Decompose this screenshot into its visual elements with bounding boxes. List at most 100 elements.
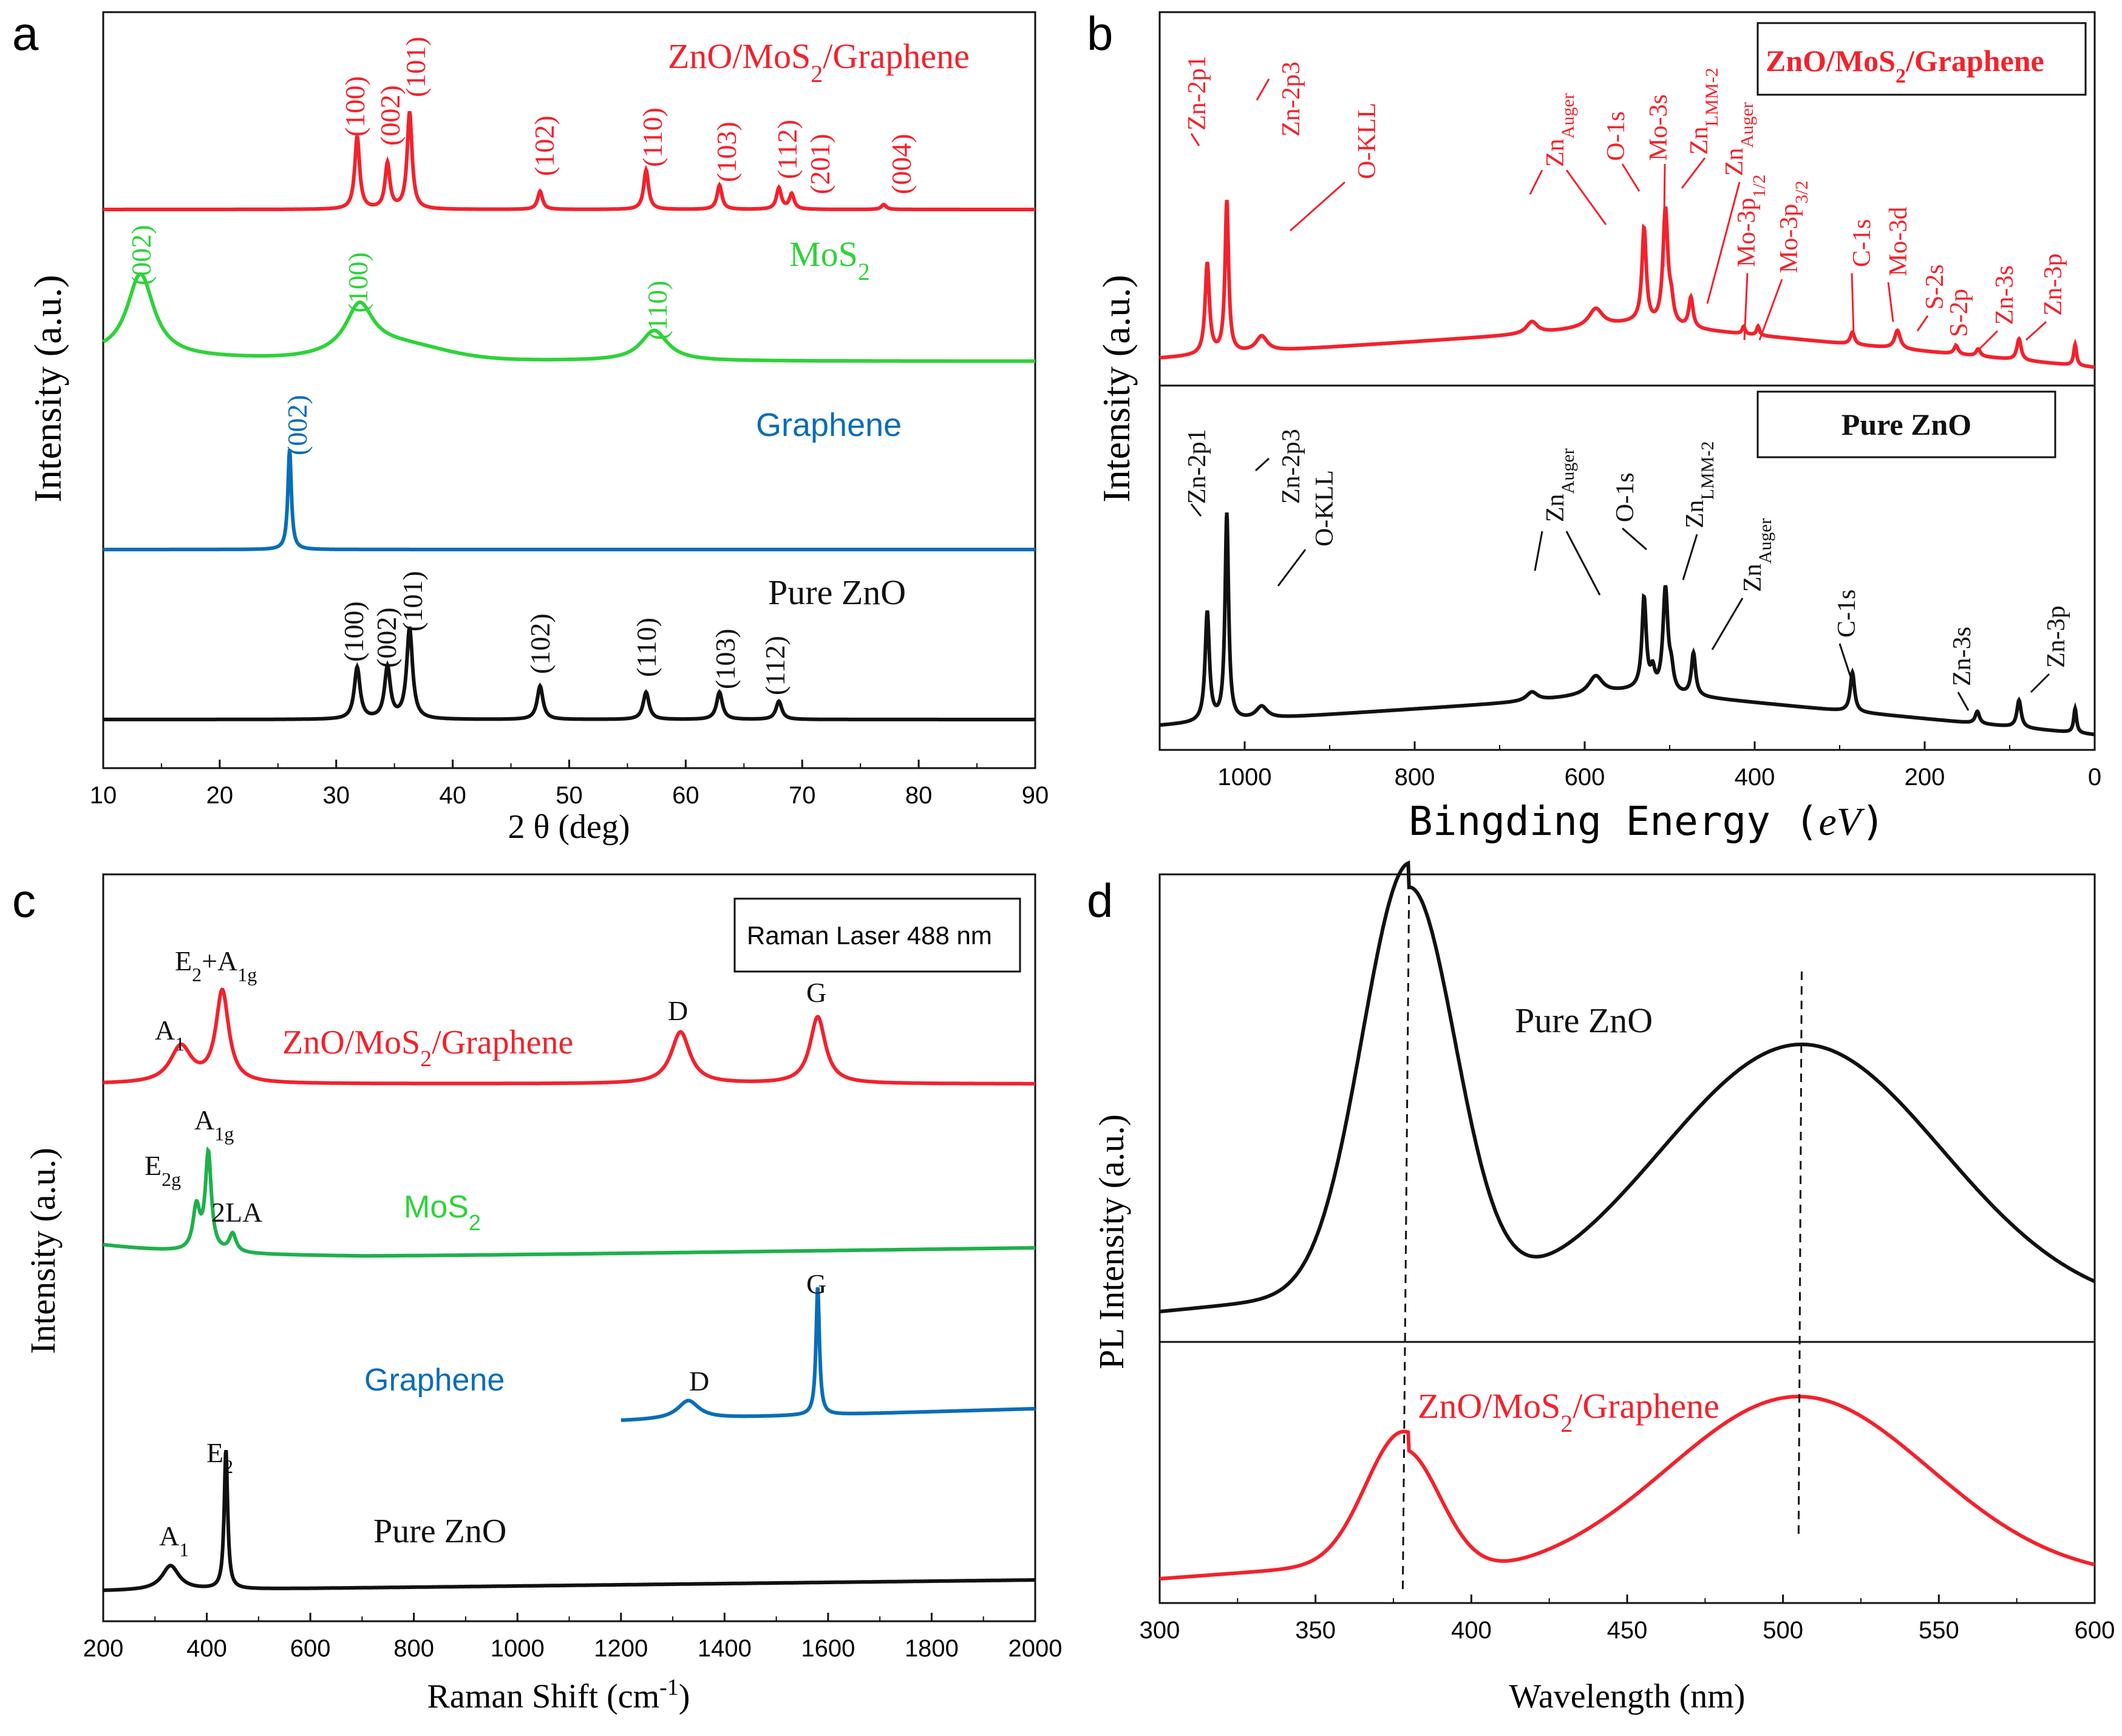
panel-b-xlabel: Bingding Energy (eV) [1409, 798, 1885, 845]
hkl-label: (110) [631, 618, 662, 677]
series-line-1 [103, 1146, 1035, 1258]
panel-c-x-ticks: 200 400 600 800 1000 1200 1400 1600 1800 2000 [83, 1613, 1063, 1662]
panel-a-name-composite: ZnO/MoS2/Graphene [668, 36, 970, 87]
panel-a-x-ticks: 10 20 30 40 50 60 70 80 90 [90, 760, 1049, 809]
panel-c-name-graphene: Graphene [364, 1363, 505, 1398]
panel-a-blue-hkl-labels: (002) [282, 395, 313, 455]
x-tick-label: 550 [1919, 1617, 1959, 1644]
leader-line [1851, 273, 1855, 335]
panel-b-legend-composite-text: ZnO/MoS2/Graphene [1766, 44, 2044, 87]
series-line-2 [621, 1287, 1036, 1422]
peak-label-zn-auger: ZnAuger [1542, 93, 1578, 167]
x-tick-label: 450 [1607, 1617, 1648, 1644]
panel-d-x-ticks: 300 350 400 450 500 550 600 [1140, 1595, 2115, 1644]
x-tick-label: 20 [206, 782, 234, 809]
panel-c-name-pure-zno: Pure ZnO [373, 1513, 506, 1550]
peak-label-2la: 2LA [211, 1197, 262, 1228]
peak-label-zn-auger: ZnAuger [1739, 518, 1775, 592]
peak-label-d: D [668, 995, 688, 1026]
panel-c-name-mos2: MoS2 [404, 1190, 481, 1235]
panel-d-name-pure-zno: Pure ZnO [1515, 1001, 1653, 1040]
panel-a-frame [102, 11, 1036, 769]
peak-label-zn-2p3: Zn-2p3 [1277, 61, 1305, 137]
series-line-composite [1159, 1395, 2095, 1581]
panel-b-curves [1159, 200, 2095, 737]
leader-line [1565, 531, 1601, 596]
x-tick-label: 300 [1140, 1617, 1180, 1644]
leader-line [2030, 673, 2050, 693]
series-line-0 [103, 111, 1035, 211]
x-tick-label: 600 [290, 1635, 331, 1662]
peak-label-c-1s: C-1s [1848, 219, 1876, 267]
peak-label-zn-3s: Zn-3s [1948, 627, 1976, 686]
panel-c-xlabel: Raman Shift (cm-1) [427, 1675, 690, 1715]
panel-b-black-annotations: Zn-2p1 Zn-2p3 O-KLL ZnAuger O-1s ZnLMM-2… [1183, 429, 2070, 686]
leader-line [1838, 643, 1852, 678]
panel-d-curves [1159, 860, 2096, 1591]
panel-c-name-composite: ZnO/MoS2/Graphene [282, 1024, 573, 1072]
series-line-pure-zno [1159, 860, 2096, 1313]
leader-line [1682, 534, 1698, 580]
panel-b-x-ticks: 1000 800 600 400 200 0 [1159, 741, 2101, 791]
peak-label-zn-auger: ZnAuger [1542, 448, 1578, 522]
leader-line [1529, 169, 1543, 195]
x-tick-label: 1600 [801, 1635, 855, 1662]
panel-a-name-mos2: MoS2 [789, 234, 870, 285]
x-tick-label: 1400 [698, 1635, 752, 1662]
x-tick-label: 40 [439, 782, 466, 809]
peak-label-mo-3d: Mo-3d [1885, 207, 1913, 276]
panel-a-ylabel: Intensity (a.u.) [26, 275, 69, 503]
peak-label-s-2s: S-2s [1921, 264, 1949, 310]
leader-line [1290, 181, 1345, 232]
panel-a: a 10 20 30 40 50 60 70 80 90 2 θ (deg) Intensity… [12, 7, 1049, 846]
panel-d-xlabel: Wavelength (nm) [1509, 1678, 1746, 1715]
peak-label-zn-2p1: Zn-2p1 [1183, 429, 1211, 504]
leader-line [1662, 163, 1666, 268]
hkl-label: (100) [339, 76, 370, 137]
x-tick-label: 200 [83, 1635, 124, 1662]
peak-label-c-1s: C-1s [1833, 590, 1861, 638]
series-line-2 [103, 449, 1035, 551]
panel-b-ylabel: Intensity (a.u.) [1095, 275, 1138, 503]
x-tick-label: 2000 [1008, 1635, 1063, 1662]
peak-label-s-2p: S-2p [1945, 289, 1973, 337]
panel-a-curves [102, 111, 1035, 721]
panel-c-legend [733, 897, 1021, 973]
peak-label-o-kll: O-KLL [1311, 470, 1339, 546]
peak-label-zn-2p1: Zn-2p1 [1183, 55, 1211, 131]
leader-line [1256, 78, 1270, 101]
x-tick-label: 600 [2075, 1617, 2115, 1644]
x-tick-label: 1200 [594, 1635, 648, 1662]
series-line-3 [103, 626, 1035, 721]
leader-line [1743, 273, 1749, 341]
panel-d-name-composite: ZnO/MoS2/Graphene [1418, 1386, 1719, 1437]
hkl-label: (112) [772, 120, 803, 179]
series-line-composite [1159, 200, 2095, 369]
x-tick-label: 60 [672, 782, 699, 809]
panel-b-letter: b [1087, 7, 1113, 60]
x-tick-label: 400 [1735, 764, 1775, 791]
peak-label-d: D [689, 1366, 709, 1397]
series-line-1 [102, 272, 1035, 363]
panel-b-red-leaders [1190, 78, 2047, 350]
panel-c-letter: c [12, 874, 36, 927]
leader-line [1277, 549, 1307, 587]
peak-guide-uv [1401, 895, 1410, 1591]
peak-label-zn-3p: Zn-3p [2042, 605, 2070, 668]
leader-line [1706, 182, 1741, 304]
series-line-0 [103, 987, 1035, 1086]
panel-b: b 1000 800 600 400 200 0 Bingding Energy (eV)… [1087, 7, 2101, 845]
panel-c-ylabel: Intensity (a.u.) [23, 1148, 63, 1354]
x-tick-label: 10 [90, 782, 117, 809]
peak-label-zn-3s: Zn-3s [1991, 265, 2019, 325]
panel-a-name-pure-zno: Pure ZnO [768, 573, 906, 612]
peak-label-zn-2p3: Zn-2p3 [1277, 429, 1305, 504]
peak-label-o-1s: O-1s [1602, 111, 1630, 161]
leader-line [1565, 169, 1607, 225]
panel-d: d 300 350 400 450 500 550 600 Wavelength (nm) … [1087, 860, 2115, 1715]
x-tick-label: 500 [1763, 1617, 1803, 1644]
x-tick-label: 350 [1295, 1617, 1336, 1644]
series-line-3 [103, 1449, 1035, 1592]
x-tick-label: 800 [393, 1635, 434, 1662]
